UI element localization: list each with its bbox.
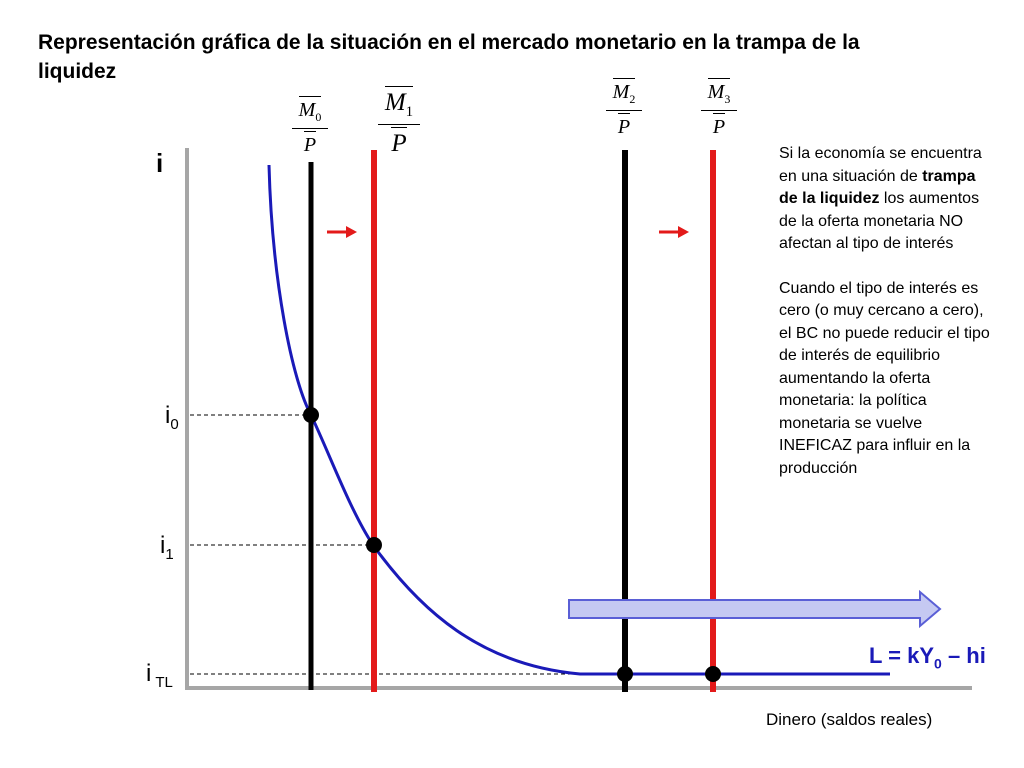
tick-label-i1: i1 (160, 532, 174, 563)
label-m1-over-p: M1 P (378, 86, 420, 158)
y-axis-label: i (156, 148, 164, 178)
label-m3-over-p: M3 P (701, 78, 737, 139)
explanation-text: Si la economía se encuentra en una situa… (779, 143, 994, 502)
label-m2-over-p: M2 P (606, 78, 642, 139)
equilibrium-point-m2 (617, 666, 633, 682)
large-shift-arrow (568, 589, 942, 629)
slide-title: Representación gráfica de la situación e… (38, 31, 860, 83)
shift-arrow-left (327, 226, 357, 238)
explanation-paragraph-1: Si la economía se encuentra en una situa… (779, 145, 982, 252)
label-m0-over-p: M0 P (292, 96, 328, 157)
x-axis-label: Dinero (saldos reales) (766, 710, 933, 729)
shift-arrow-right (659, 226, 689, 238)
tick-label-itl: i TL (146, 660, 173, 691)
equilibrium-point-m3 (705, 666, 721, 682)
equilibrium-point-i0 (303, 407, 319, 423)
explanation-paragraph-2: Cuando el tipo de interés es cero (o muy… (779, 279, 990, 477)
money-demand-curve (267, 164, 890, 676)
tick-label-i0: i0 (165, 402, 179, 433)
equilibrium-point-i1 (366, 537, 382, 553)
demand-curve-label: L = kY0 – hi (869, 643, 986, 672)
